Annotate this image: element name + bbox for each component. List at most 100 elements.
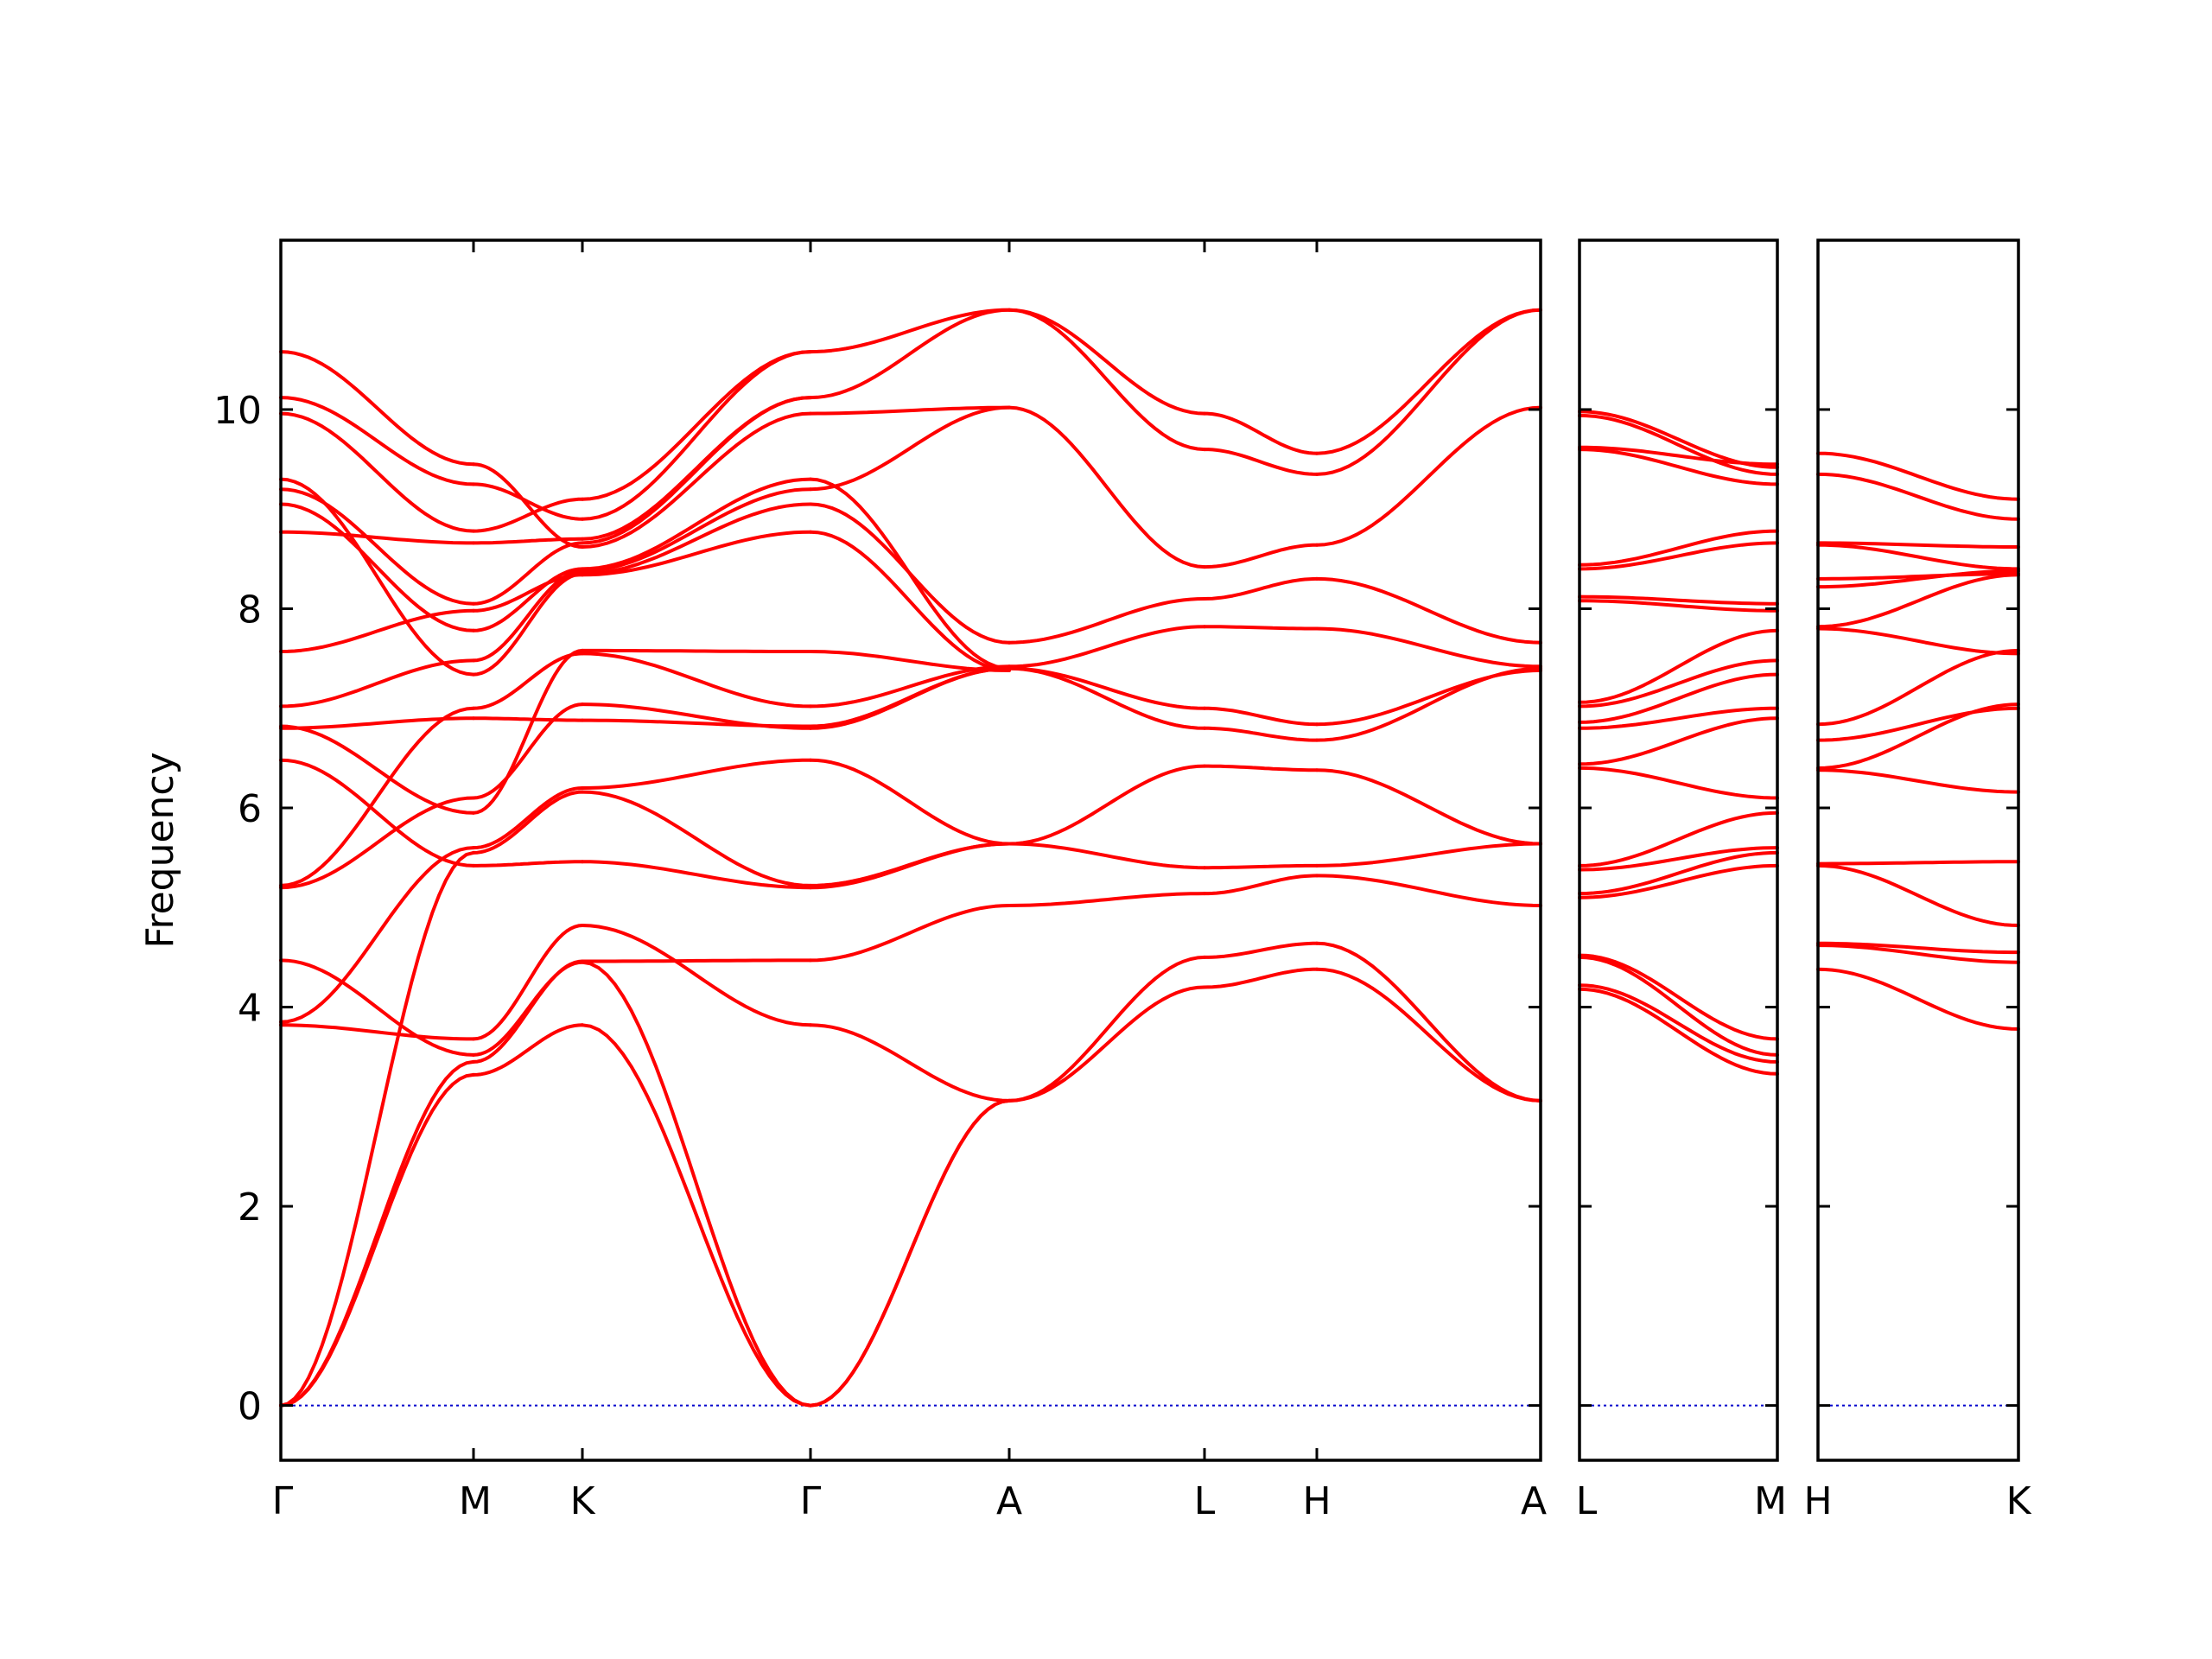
phonon-band-line [1578,672,1779,724]
phonon-band-line [581,396,812,541]
y-tick-label: 2 [238,1185,262,1230]
phonon-band-line [279,958,475,1057]
phonon-band-line [279,608,475,653]
phonon-band-line [1816,543,2020,571]
phonon-band-line [581,958,812,963]
phonon-band-line [1007,308,1206,416]
phonon-band-line [809,405,1011,416]
phonon-band-line [279,850,475,1408]
phonon-band-line [809,1098,1011,1408]
phonon-band-line [279,350,475,467]
phonon-band-line [809,477,1011,671]
phonon-band-line [1578,846,1779,872]
frames-layer [279,238,2020,1462]
phonon-band-line [472,1023,584,1077]
phonon-band-line [1007,764,1206,846]
phonon-band-line [1007,842,1206,870]
phonon-band-line [472,716,584,722]
phonon-band-line [581,502,812,576]
phonon-band-line [279,477,475,677]
panel-frame [1816,238,2020,1462]
phonon-band-line [472,573,584,613]
phonon-band-line [809,758,1011,846]
phonon-band-line [1203,411,1319,455]
phonon-band-line [1816,451,2020,501]
panel-frame [279,238,1542,1462]
y-tick-label: 10 [213,389,262,433]
phonon-band-line [279,658,475,709]
y-tick-label: 4 [238,987,262,1031]
phonon-band-line [1578,766,1779,800]
phonon-band-line [1578,953,1779,1041]
phonon-band-line [472,572,584,677]
phonon-band-line [1578,987,1779,1076]
y-tick-label: 0 [238,1385,262,1429]
phonon-band-line [581,924,812,1027]
phonon-band-line [1578,541,1779,571]
phonon-band-line [472,960,584,1057]
phonon-band-line [1315,308,1542,455]
phonon-band-line [1816,569,2020,589]
phonon-band-line [279,396,475,486]
phonon-band-line [279,716,475,730]
x-tick-label: H [1803,1479,1832,1523]
phonon-band-line [1578,706,1779,730]
phonon-band-line [279,724,475,815]
phonon-band-line [472,541,584,606]
phonon-band-line [1203,726,1319,742]
x-tick-label: L [1194,1479,1216,1523]
panel-frame [1578,238,1779,1462]
phonon-band-line [1816,706,2020,742]
phonon-band-line [1315,842,1542,868]
phonon-band-line [472,959,584,1064]
phonon-band-line [1578,413,1779,476]
phonon-band-line [809,308,1011,400]
phonon-band-line [1578,594,1779,606]
phonon-band-line [1816,768,2020,794]
phonon-band-line [1007,625,1206,669]
phonon-band-line [1816,860,2020,866]
phonon-band-line [1203,576,1319,601]
phonon-band-line [1203,967,1319,989]
phonon-band-line [581,718,812,728]
phonon-band-line [1007,892,1206,907]
phonon-band-line [1578,599,1779,613]
phonon-band-line [472,497,584,533]
phonon-band-line [279,411,475,533]
phonon-band-line [581,350,812,501]
phonon-band-line [809,405,1011,492]
x-tick-label: H [1302,1479,1331,1523]
phonon-band-line [1315,308,1542,476]
phonon-band-line [1578,658,1779,709]
phonon-band-line [809,308,1011,354]
phonon-band-line [1007,666,1206,710]
phonon-band-line [1816,944,2020,964]
phonon-band-line [1203,863,1319,870]
phonon-band-line [809,650,1011,672]
phonon-band-line [1816,541,2020,549]
phonon-band-line [472,482,584,521]
phonon-band-line [279,487,475,606]
y-tick-label: 6 [238,787,262,831]
phonon-band-line [1315,967,1542,1103]
phonon-band-line [1816,702,2020,770]
phonon-band-line [809,530,1011,672]
phonon-band-line [1315,666,1542,742]
phonon-band-line [581,860,812,890]
phonon-band-line [1203,448,1319,476]
phonon-band-line [1816,863,2020,927]
phonon-band-line [1007,308,1206,452]
x-tick-label: A [1521,1479,1547,1523]
phonon-band-line [1203,874,1319,896]
phonon-band-line [1816,573,2020,629]
phonon-band-line [581,411,812,549]
phonon-band-line [1578,850,1779,896]
phonon-band-line [279,530,475,545]
phonon-band-line [1203,764,1319,772]
phonon-band-line [809,666,1011,728]
phonon-band-line [279,502,475,632]
phonon-band-line [581,1023,812,1408]
phonon-band-line [472,924,584,1041]
